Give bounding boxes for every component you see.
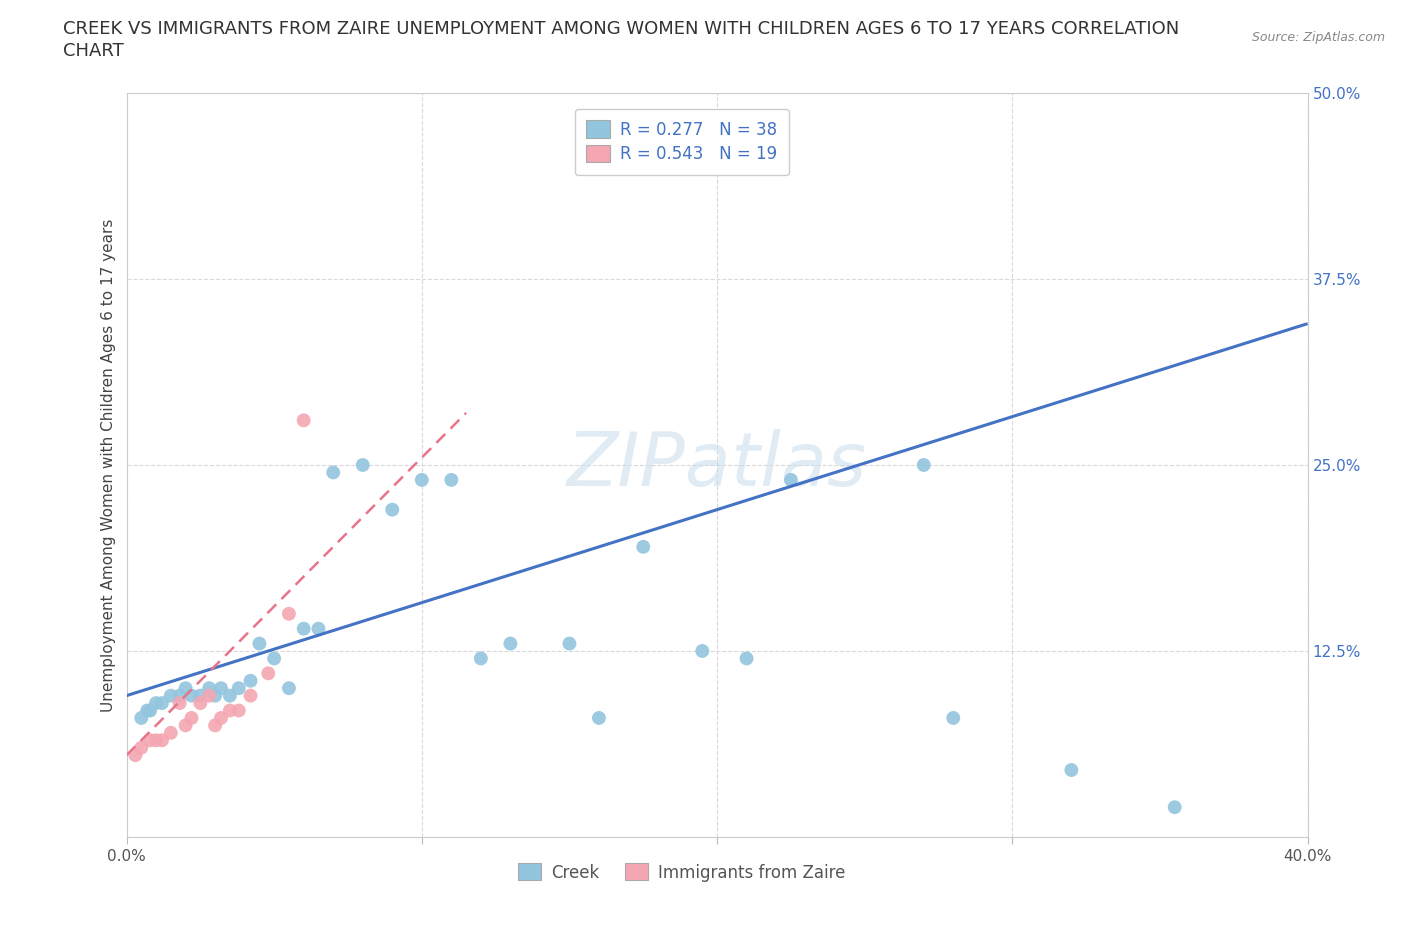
Point	[411, 472, 433, 487]
Point	[174, 681, 197, 696]
Point	[278, 606, 301, 621]
Point	[239, 673, 262, 688]
Point	[180, 688, 202, 703]
Point	[136, 703, 159, 718]
Point	[160, 725, 183, 740]
Point	[381, 502, 404, 517]
Point	[292, 413, 315, 428]
Point	[228, 681, 250, 696]
Point	[292, 621, 315, 636]
Point	[124, 748, 146, 763]
Point	[219, 688, 242, 703]
Text: CREEK VS IMMIGRANTS FROM ZAIRE UNEMPLOYMENT AMONG WOMEN WITH CHILDREN AGES 6 TO : CREEK VS IMMIGRANTS FROM ZAIRE UNEMPLOYM…	[63, 20, 1180, 38]
Point	[198, 688, 221, 703]
Point	[150, 733, 173, 748]
Point	[440, 472, 463, 487]
Point	[633, 539, 655, 554]
Text: ZIPatlas: ZIPatlas	[567, 429, 868, 501]
Point	[150, 696, 173, 711]
Point	[322, 465, 344, 480]
Point	[1164, 800, 1187, 815]
Point	[257, 666, 280, 681]
Point	[188, 688, 212, 703]
Point	[139, 703, 162, 718]
Point	[352, 458, 374, 472]
Point	[188, 696, 212, 711]
Point	[209, 681, 232, 696]
Point	[129, 711, 153, 725]
Point	[278, 681, 301, 696]
Text: CHART: CHART	[63, 42, 124, 60]
Point	[588, 711, 610, 725]
Point	[160, 688, 183, 703]
Point	[198, 681, 221, 696]
Point	[139, 733, 162, 748]
Y-axis label: Unemployment Among Women with Children Ages 6 to 17 years: Unemployment Among Women with Children A…	[101, 219, 117, 711]
Text: Source: ZipAtlas.com: Source: ZipAtlas.com	[1251, 31, 1385, 44]
Point	[470, 651, 492, 666]
Point	[263, 651, 285, 666]
Point	[692, 644, 714, 658]
Point	[169, 688, 191, 703]
Point	[308, 621, 330, 636]
Point	[145, 696, 167, 711]
Point	[249, 636, 271, 651]
Legend: Creek, Immigrants from Zaire: Creek, Immigrants from Zaire	[512, 857, 852, 888]
Point	[174, 718, 197, 733]
Point	[145, 733, 167, 748]
Point	[204, 688, 226, 703]
Point	[209, 711, 232, 725]
Point	[780, 472, 803, 487]
Point	[912, 458, 935, 472]
Point	[735, 651, 758, 666]
Point	[219, 703, 242, 718]
Point	[239, 688, 262, 703]
Point	[558, 636, 581, 651]
Point	[1060, 763, 1083, 777]
Point	[499, 636, 522, 651]
Point	[129, 740, 153, 755]
Point	[942, 711, 965, 725]
Point	[228, 703, 250, 718]
Point	[180, 711, 202, 725]
Point	[169, 696, 191, 711]
Point	[204, 718, 226, 733]
